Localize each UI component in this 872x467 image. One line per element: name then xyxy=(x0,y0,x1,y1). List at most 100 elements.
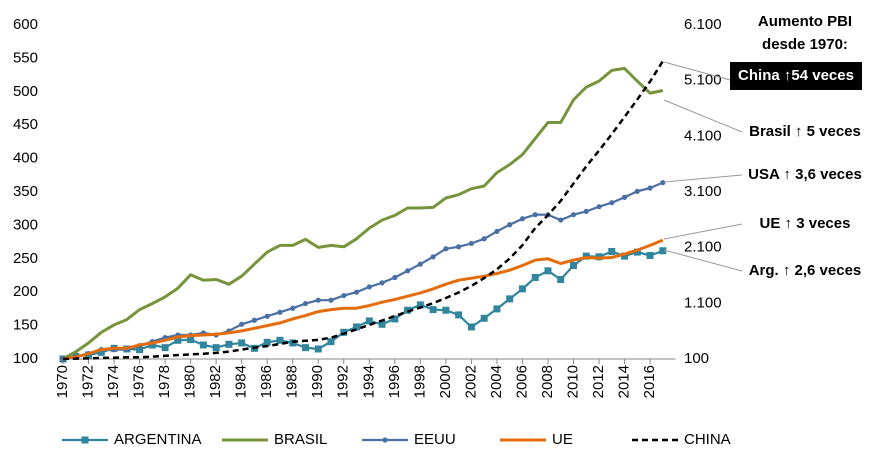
marker xyxy=(480,314,488,322)
x-tick-label: 2012 xyxy=(590,365,607,398)
y2-tick-label: 3.100 xyxy=(684,183,722,200)
x-tick-label: 2016 xyxy=(641,365,658,398)
marker xyxy=(290,305,296,311)
marker xyxy=(507,222,513,228)
x-tick-label: 1976 xyxy=(131,365,148,398)
x-tick-label: 1982 xyxy=(207,365,224,398)
y-tick-label: 200 xyxy=(13,283,38,300)
marker xyxy=(544,267,552,275)
legend-label: BRASIL xyxy=(274,431,327,448)
marker xyxy=(634,188,640,194)
marker xyxy=(264,313,270,319)
x-tick-label: 2000 xyxy=(437,365,454,398)
legend-marker xyxy=(81,436,89,444)
marker xyxy=(302,300,309,307)
marker xyxy=(570,212,577,218)
marker xyxy=(443,246,449,252)
y2-tick-label: 2.100 xyxy=(684,239,722,256)
marker xyxy=(583,208,589,214)
marker xyxy=(174,336,182,344)
y-tick-label: 150 xyxy=(13,317,38,334)
x-tick-label: 1988 xyxy=(284,365,301,398)
marker xyxy=(429,306,437,314)
leader-line xyxy=(663,223,743,240)
y2-tick-label: 100 xyxy=(684,350,709,367)
marker xyxy=(570,261,577,269)
marker xyxy=(621,194,628,200)
y-tick-label: 500 xyxy=(13,83,38,100)
series-line xyxy=(62,238,664,361)
marker xyxy=(314,345,322,353)
marker xyxy=(392,274,398,281)
x-tick-label: 1990 xyxy=(309,365,326,398)
marker xyxy=(379,280,385,286)
marker xyxy=(263,338,271,346)
marker xyxy=(225,340,233,348)
marker xyxy=(442,306,450,314)
x-tick-label: 1986 xyxy=(258,365,275,398)
y-tick-label: 250 xyxy=(13,250,38,267)
x-tick-label: 1996 xyxy=(386,365,403,398)
marker xyxy=(341,292,347,299)
legend-label: ARGENTINA xyxy=(114,431,202,448)
marker xyxy=(161,344,169,352)
marker xyxy=(378,320,386,328)
leader-line xyxy=(663,249,743,272)
marker xyxy=(238,339,246,347)
annotation: Arg. ↑ 2,6 veces xyxy=(749,262,862,279)
leader-line xyxy=(663,61,731,81)
marker xyxy=(467,323,475,331)
marker xyxy=(417,261,423,267)
marker xyxy=(468,240,474,247)
legend-label: UE xyxy=(552,431,573,448)
x-tick-label: 1978 xyxy=(156,365,173,398)
marker xyxy=(97,348,105,356)
marker xyxy=(609,200,615,206)
marker xyxy=(328,297,334,303)
x-tick-label: 2008 xyxy=(539,365,556,398)
annotation-header: Aumento PBI xyxy=(758,13,852,30)
y-tick-label: 600 xyxy=(13,16,38,33)
marker xyxy=(456,244,462,250)
marker xyxy=(608,247,616,255)
marker xyxy=(647,185,653,191)
marker xyxy=(518,285,526,293)
annotation: UE ↑ 3 veces xyxy=(760,215,851,232)
marker xyxy=(251,317,258,323)
y2-tick-label: 6.100 xyxy=(684,16,722,33)
marker xyxy=(494,228,500,235)
marker xyxy=(148,341,156,349)
marker xyxy=(276,336,284,344)
marker xyxy=(301,344,309,352)
x-tick-label: 2004 xyxy=(488,365,505,398)
marker xyxy=(455,311,463,319)
x-tick-label: 2010 xyxy=(564,365,581,398)
marker xyxy=(315,297,321,303)
marker xyxy=(532,212,538,218)
x-tick-label: 2002 xyxy=(462,365,479,398)
x-tick-label: 1970 xyxy=(54,365,71,398)
marker xyxy=(430,254,436,260)
marker xyxy=(633,248,641,256)
x-tick-label: 1992 xyxy=(335,365,352,398)
marker xyxy=(239,321,245,327)
legend-label: EEUU xyxy=(414,431,456,448)
marker xyxy=(365,317,373,325)
annotation-header: desde 1970: xyxy=(762,36,848,53)
marker xyxy=(404,306,412,314)
marker xyxy=(481,236,487,242)
y-tick-label: 300 xyxy=(13,216,38,233)
marker xyxy=(659,247,667,255)
marker xyxy=(136,346,144,354)
y-tick-label: 100 xyxy=(13,350,38,367)
marker xyxy=(404,268,411,274)
y-tick-label: 450 xyxy=(13,116,38,133)
marker xyxy=(327,338,335,346)
y-tick-label: 350 xyxy=(13,183,38,200)
marker xyxy=(493,305,501,313)
y2-tick-label: 4.100 xyxy=(684,127,722,144)
marker xyxy=(366,284,372,290)
marker xyxy=(416,301,424,309)
marker xyxy=(557,276,565,284)
